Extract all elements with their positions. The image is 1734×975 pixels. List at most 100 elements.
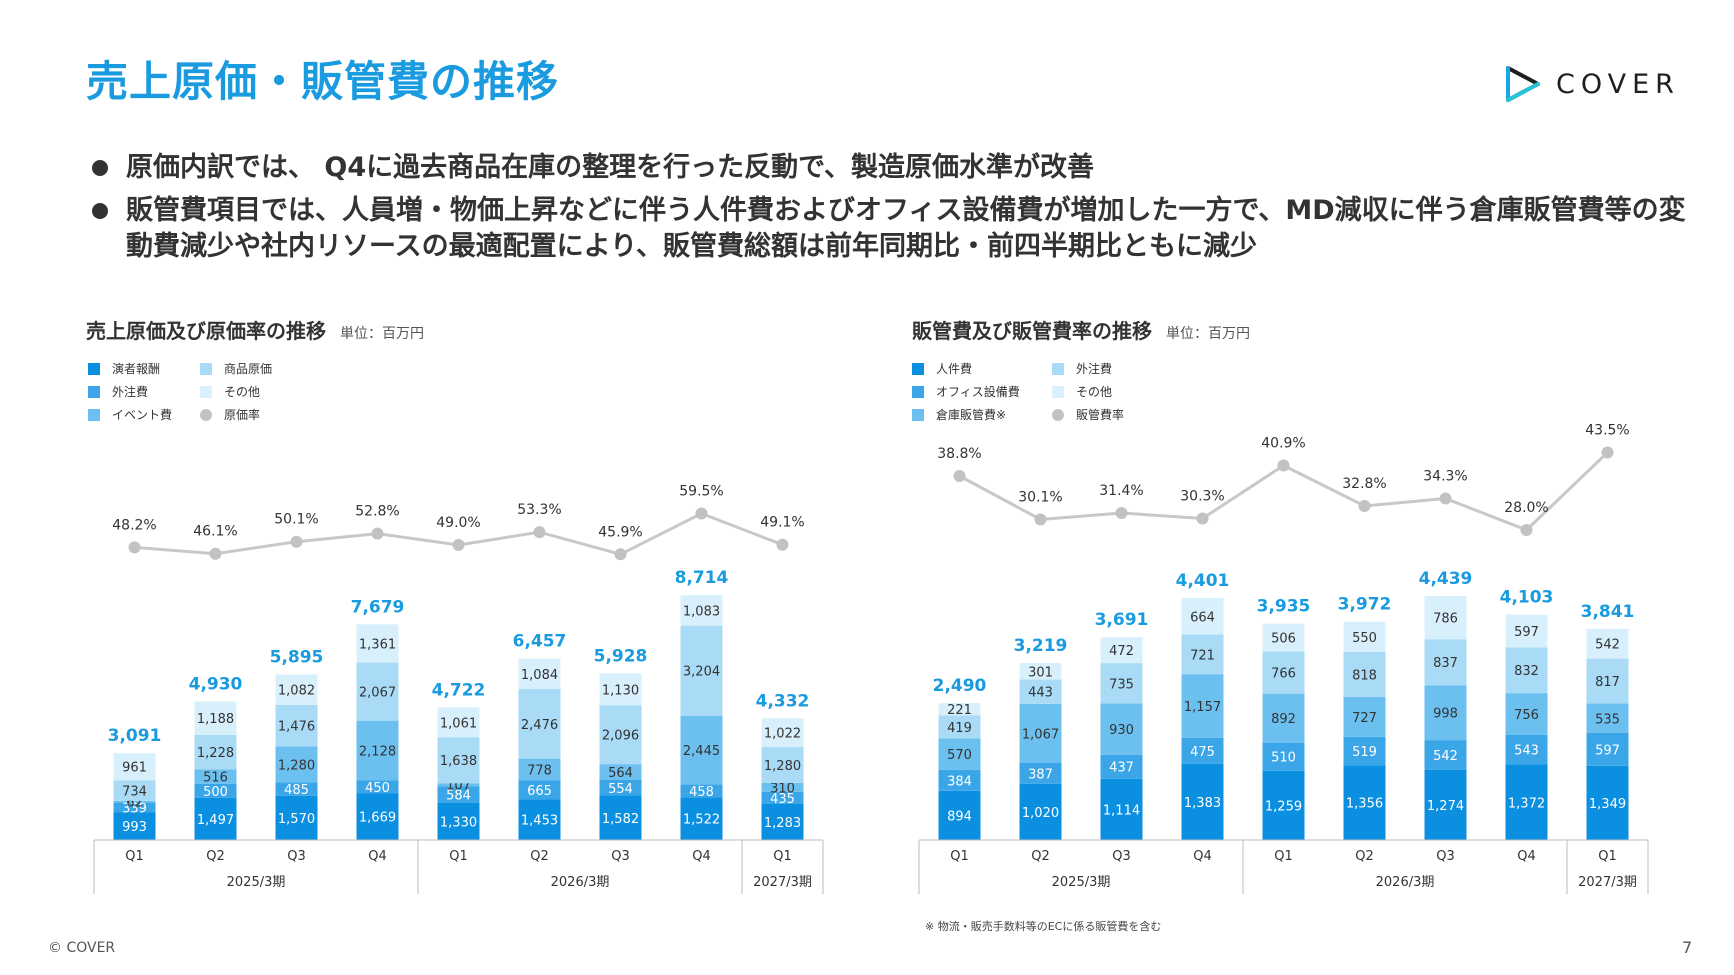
segment-value-label: 1,330 bbox=[440, 815, 477, 830]
rate-point bbox=[128, 541, 141, 554]
period-label: 2026/3期 bbox=[1376, 875, 1435, 890]
segment-value-label: 516 bbox=[203, 771, 228, 786]
rate-point bbox=[776, 538, 789, 551]
bar-segment bbox=[1424, 685, 1467, 741]
bar-segment bbox=[194, 701, 237, 735]
segment-value-label: 1,280 bbox=[278, 758, 315, 773]
rate-label: 48.2% bbox=[112, 517, 156, 533]
rate-label: 49.0% bbox=[436, 515, 480, 531]
cover-play-logo-icon bbox=[1506, 66, 1540, 102]
bar-segment bbox=[1586, 703, 1629, 733]
page-number: 7 bbox=[1682, 938, 1693, 957]
x-tick-label: Q3 bbox=[1112, 849, 1131, 864]
bar-segment bbox=[437, 802, 480, 840]
bar-segment bbox=[1424, 740, 1467, 770]
bar-segment bbox=[1100, 637, 1143, 664]
legend-label: 人件費 bbox=[936, 362, 973, 376]
legend-label: イベント費 bbox=[112, 408, 173, 422]
segment-value-label: 387 bbox=[1028, 767, 1053, 782]
x-tick-label: Q2 bbox=[206, 849, 225, 864]
segment-value-label: 339 bbox=[122, 801, 147, 816]
x-tick-label: Q1 bbox=[950, 849, 969, 864]
chart-title-cogs: 売上原価及び原価率の推移 単位：百万円 bbox=[86, 315, 424, 344]
x-tick-label: Q3 bbox=[287, 849, 306, 864]
rate-point bbox=[1034, 513, 1047, 526]
segment-value-label: 664 bbox=[1190, 610, 1215, 625]
bar-segment bbox=[1505, 693, 1548, 735]
bar-segment bbox=[1343, 621, 1386, 652]
bar-segment bbox=[1343, 696, 1386, 737]
bar-segment bbox=[275, 704, 318, 747]
period-label: 2027/3期 bbox=[753, 875, 812, 890]
legend-item: 商品原価 bbox=[200, 360, 272, 377]
bar-segment bbox=[113, 812, 156, 840]
bar-segment bbox=[680, 625, 723, 716]
legend-label: 外注費 bbox=[112, 385, 149, 399]
legend-label: 演者報酬 bbox=[112, 362, 161, 376]
bar-segment bbox=[1019, 663, 1062, 680]
bar-segment bbox=[1586, 765, 1629, 840]
bar-segment bbox=[761, 803, 804, 840]
legend-item: 販管費率 bbox=[1052, 406, 1124, 423]
bar-segment bbox=[356, 780, 399, 794]
segment-value-label: 419 bbox=[947, 721, 972, 736]
segment-value-label: 1,497 bbox=[197, 813, 234, 828]
bar-segment bbox=[1586, 732, 1629, 766]
rate-point bbox=[1520, 524, 1533, 536]
bar-segment bbox=[356, 720, 399, 781]
bar-segment bbox=[1100, 703, 1143, 755]
legend-sga: 人件費 オフィス設備費 倉庫販管費※ 外注費 その他 販管費率 bbox=[912, 360, 1252, 430]
total-value-label: 3,935 bbox=[1257, 597, 1311, 617]
bar-segment bbox=[1181, 737, 1224, 764]
segment-value-label: 597 bbox=[1514, 625, 1539, 640]
segment-value-label: 930 bbox=[1109, 723, 1134, 738]
total-value-label: 3,691 bbox=[1095, 610, 1149, 630]
total-value-label: 4,332 bbox=[756, 691, 810, 711]
bullet-item: 販管費項目では、人員増・物価上昇などに伴う人件費およびオフィス設備費が増加した一… bbox=[86, 193, 1686, 265]
segment-value-label: 1,157 bbox=[1184, 700, 1221, 715]
segment-value-label: 1,283 bbox=[764, 816, 801, 831]
period-label: 2027/3期 bbox=[1578, 875, 1637, 890]
rate-label: 50.1% bbox=[274, 512, 318, 528]
bar-segment bbox=[275, 782, 318, 796]
rate-point bbox=[1115, 507, 1128, 519]
bar-segment bbox=[194, 783, 237, 798]
segment-value-label: 542 bbox=[1595, 638, 1620, 653]
bar-segment bbox=[1586, 658, 1629, 704]
legend-swatch bbox=[1052, 385, 1064, 398]
segment-value-label: 1,570 bbox=[278, 812, 315, 827]
rate-point bbox=[533, 526, 546, 539]
bar-segment bbox=[1100, 663, 1143, 704]
x-tick-label: Q4 bbox=[368, 849, 387, 864]
bar-segment bbox=[518, 758, 561, 781]
segment-value-label: 721 bbox=[1190, 648, 1215, 663]
period-label: 2025/3期 bbox=[1052, 875, 1111, 890]
total-value-label: 6,457 bbox=[513, 632, 567, 652]
rate-point bbox=[1358, 500, 1371, 512]
segment-value-label: 1,022 bbox=[764, 727, 801, 742]
rate-point bbox=[953, 470, 966, 482]
legend-label: 原価率 bbox=[224, 408, 261, 422]
segment-value-label: 597 bbox=[1595, 743, 1620, 758]
bar-segment bbox=[938, 738, 981, 770]
bar-segment bbox=[680, 784, 723, 798]
rate-label: 52.8% bbox=[355, 504, 399, 520]
segment-value-label: 1,274 bbox=[1427, 799, 1464, 814]
bar-segment bbox=[356, 793, 399, 840]
bar-segment bbox=[518, 799, 561, 840]
page-title: 売上原価・販管費の推移 bbox=[86, 57, 560, 106]
legend-swatch bbox=[200, 408, 212, 421]
legend-label: その他 bbox=[1076, 385, 1113, 399]
bar-segment bbox=[680, 595, 723, 626]
rate-label: 38.8% bbox=[937, 446, 981, 462]
segment-value-label: 756 bbox=[1514, 708, 1539, 723]
legend-cogs: 演者報酬 外注費 イベント費 商品原価 その他 原価率 bbox=[88, 360, 428, 430]
segment-value-label: 542 bbox=[1433, 749, 1458, 764]
total-value-label: 5,928 bbox=[594, 646, 648, 666]
bar-segment bbox=[437, 783, 480, 787]
rate-label: 34.3% bbox=[1423, 469, 1467, 485]
bar-segment bbox=[938, 703, 981, 716]
x-tick-label: Q1 bbox=[449, 849, 468, 864]
legend-item: 外注費 bbox=[88, 383, 148, 400]
